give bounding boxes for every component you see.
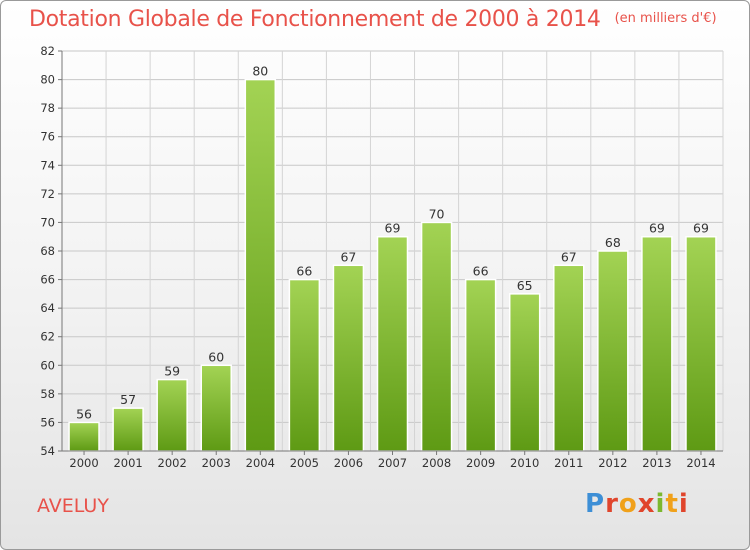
bar-value-label: 67: [561, 249, 577, 264]
bar: [376, 235, 409, 452]
y-tick-label: 68: [40, 244, 55, 258]
x-tick-label: 2008: [422, 456, 451, 470]
bar-value-label: 67: [340, 249, 356, 264]
x-tick-label: 2011: [554, 456, 583, 470]
bar-value-label: 56: [76, 406, 92, 421]
bar: [156, 378, 188, 452]
bar: [244, 78, 277, 452]
x-tick-label: 2002: [158, 456, 187, 470]
logo-letter: i: [678, 489, 689, 519]
x-tick-label: 2006: [334, 456, 363, 470]
bar-value-label: 60: [208, 349, 224, 364]
bar-value-label: 57: [120, 392, 136, 407]
bar-value-label: 70: [429, 206, 445, 221]
y-tick-label: 74: [40, 158, 55, 172]
bar: [112, 407, 144, 452]
y-tick-label: 56: [40, 415, 55, 429]
bar-value-label: 69: [385, 221, 401, 236]
y-tick-label: 80: [40, 73, 55, 87]
x-tick-label: 2000: [69, 456, 98, 470]
bar-value-label: 59: [164, 364, 180, 379]
bar: [288, 278, 321, 452]
bar: [597, 250, 629, 452]
bar: [553, 264, 585, 452]
y-tick-label: 64: [40, 301, 55, 315]
x-tick-label: 2007: [378, 456, 407, 470]
x-tick-label: 2004: [246, 456, 275, 470]
bar-value-label: 65: [517, 278, 533, 293]
logo-letter: i: [655, 489, 666, 519]
x-tick-label: 2009: [466, 456, 495, 470]
y-tick-label: 70: [40, 215, 55, 229]
x-tick-label: 2005: [290, 456, 319, 470]
y-tick-label: 72: [40, 187, 55, 201]
x-tick-label: 2001: [113, 456, 142, 470]
bar: [464, 278, 497, 452]
bar-value-label: 66: [296, 264, 312, 279]
x-tick-label: 2014: [686, 456, 715, 470]
proxiti-logo[interactable]: Proxiti: [585, 489, 689, 519]
y-tick-label: 58: [40, 387, 55, 401]
y-tick-label: 82: [40, 44, 55, 58]
chart-title-text: Dotation Globale de Fonctionnement de 20…: [29, 7, 601, 32]
x-tick-label: 2003: [202, 456, 231, 470]
logo-letter: r: [605, 489, 619, 519]
logo-letter: t: [665, 489, 679, 519]
bar: [685, 235, 717, 452]
y-tick-label: 78: [40, 101, 55, 115]
bar-value-label: 68: [605, 235, 621, 250]
y-tick-label: 60: [40, 358, 55, 372]
commune-name: AVELUY: [37, 495, 109, 517]
x-tick-label: 2010: [510, 456, 539, 470]
bar: [200, 364, 232, 452]
x-tick-label: 2013: [642, 456, 671, 470]
chart-title: Dotation Globale de Fonctionnement de 20…: [29, 7, 717, 32]
logo-letter: o: [618, 489, 638, 519]
logo-letter: P: [585, 489, 606, 519]
bar-value-label: 69: [649, 221, 665, 236]
chart-unit: (en milliers d'€): [614, 11, 717, 26]
y-tick-label: 76: [40, 130, 55, 144]
bar: [508, 293, 541, 452]
y-tick-label: 62: [40, 330, 55, 344]
bar-value-label: 66: [473, 264, 489, 279]
bar: [641, 235, 673, 452]
bar-value-label: 69: [693, 221, 709, 236]
logo-letter: x: [637, 489, 656, 519]
bar: [68, 421, 100, 452]
bar: [332, 264, 365, 452]
bar-value-label: 80: [252, 64, 268, 79]
x-tick-label: 2012: [598, 456, 627, 470]
y-tick-label: 54: [40, 444, 55, 458]
bar: [420, 221, 453, 452]
y-tick-label: 66: [40, 273, 55, 287]
